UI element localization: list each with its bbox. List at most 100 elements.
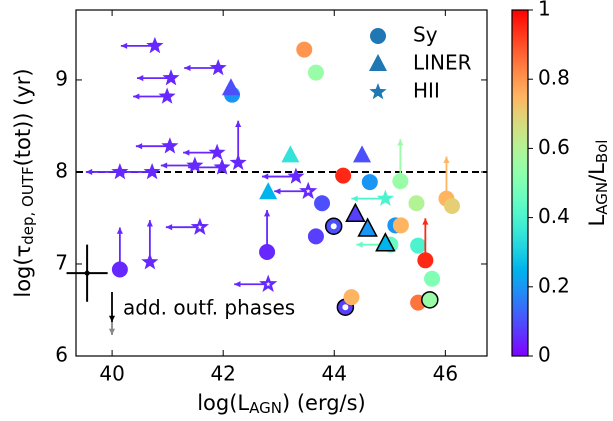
data-point	[143, 163, 161, 180]
colorbar-tick-label: 1	[538, 0, 551, 21]
y-axis-label-part: log(τ	[11, 245, 35, 298]
limit-arrowhead	[397, 139, 404, 146]
data-point	[307, 64, 324, 81]
legend-marker	[370, 28, 386, 44]
legend-marker	[369, 83, 387, 100]
y-tick-label: 9	[55, 66, 68, 90]
data-point	[314, 195, 331, 212]
ring-center	[342, 304, 349, 311]
colorbar-tick-label: 0	[538, 343, 551, 367]
colorbar-label: LAGN/LBol	[585, 140, 611, 227]
y-tick-label: 8	[55, 158, 68, 182]
data-point	[343, 289, 360, 306]
limit-arrowhead	[356, 241, 363, 248]
colorbar-label-part: /L	[585, 163, 609, 182]
data-point	[392, 217, 409, 234]
limit-arrowhead	[184, 64, 191, 72]
limit-arrowhead	[188, 164, 195, 171]
data-point	[361, 174, 378, 191]
data-point	[190, 217, 210, 235]
plot-frame	[75, 9, 488, 357]
limit-arrowhead	[443, 156, 450, 163]
annotation: add. outf. phases	[123, 296, 295, 320]
limit-arrowhead	[183, 149, 190, 156]
data-point	[259, 274, 278, 293]
y-axis-label: log(τdep, OUTF(tot)) (yr)	[11, 68, 37, 297]
data-point	[259, 244, 276, 261]
data-point	[410, 237, 427, 254]
y-axis-label-part: (tot)) (yr)	[11, 68, 35, 166]
x-tick-label: 42	[210, 362, 235, 386]
x-tick-label: 44	[322, 362, 347, 386]
limit-arrowhead	[165, 224, 173, 231]
x-axis-label: log(LAGN) (erg/s)	[197, 391, 366, 417]
x-tick-label: 46	[433, 362, 458, 386]
data-point	[162, 69, 180, 86]
limit-arrowhead	[261, 173, 269, 180]
data-point	[287, 167, 305, 184]
limit-arrowhead	[133, 93, 140, 100]
data-point	[213, 158, 231, 175]
data-point	[221, 78, 240, 96]
limit-arrowhead	[108, 328, 116, 335]
colorbar-label-part: L	[585, 214, 609, 226]
data-point	[357, 217, 378, 237]
limit-arrowhead	[136, 75, 144, 82]
data-point	[375, 232, 396, 252]
y-tick-label: 6	[55, 343, 68, 367]
error-bar-center	[84, 270, 90, 276]
limit-arrowhead	[422, 218, 429, 225]
x-axis-label-part: AGN	[249, 399, 282, 417]
ring-center	[330, 223, 337, 230]
limit-arrowhead	[235, 120, 242, 128]
data-point	[146, 36, 164, 54]
x-axis-label-part: ) (erg/s)	[282, 391, 366, 415]
limit-arrowhead	[116, 227, 123, 234]
colorbar-label-part: Bol	[593, 140, 611, 164]
limit-arrowhead	[120, 42, 128, 49]
data-point	[353, 145, 372, 163]
data-point	[161, 137, 179, 154]
colorbar-label-part: AGN	[593, 182, 611, 215]
data-point	[421, 291, 439, 309]
data-point	[111, 261, 128, 278]
limit-arrowhead	[135, 143, 143, 150]
limit-arrowhead	[160, 162, 168, 169]
legend-label: Sy	[413, 23, 438, 47]
limit-arrowhead	[234, 281, 241, 288]
limit-arrowhead	[274, 188, 281, 195]
legend-marker	[369, 54, 387, 71]
y-axis-label-part: dep, OUTF	[19, 166, 37, 244]
data-point	[209, 59, 227, 76]
colorbar-tick-label: 0.4	[538, 204, 570, 228]
data-point	[299, 181, 318, 199]
x-tick-label: 40	[99, 362, 124, 386]
data-point	[229, 153, 247, 170]
data-point	[408, 195, 425, 212]
data-point	[417, 252, 434, 269]
data-point	[259, 182, 278, 200]
data-point	[296, 41, 313, 58]
data-point	[307, 228, 324, 245]
limit-arrowhead	[264, 210, 271, 217]
data-point	[335, 167, 352, 184]
colorbar	[511, 9, 529, 357]
data-point	[281, 145, 300, 163]
y-tick-label: 7	[55, 250, 68, 274]
legend-label: LINER	[413, 51, 472, 75]
legend-label: HII	[413, 79, 440, 103]
colorbar-tick-label: 0.8	[538, 66, 570, 90]
colorbar-tick-label: 0.2	[538, 273, 570, 297]
limit-arrowhead	[146, 220, 153, 227]
data-point	[392, 173, 409, 190]
data-point	[186, 156, 204, 173]
limit-arrowhead	[118, 168, 125, 176]
colorbar-tick-label: 0.6	[538, 135, 570, 159]
x-axis-label-part: log(L	[197, 391, 249, 415]
data-point	[345, 202, 366, 223]
data-point	[376, 189, 394, 206]
limit-arrowhead	[85, 168, 93, 176]
data-point	[208, 143, 226, 160]
